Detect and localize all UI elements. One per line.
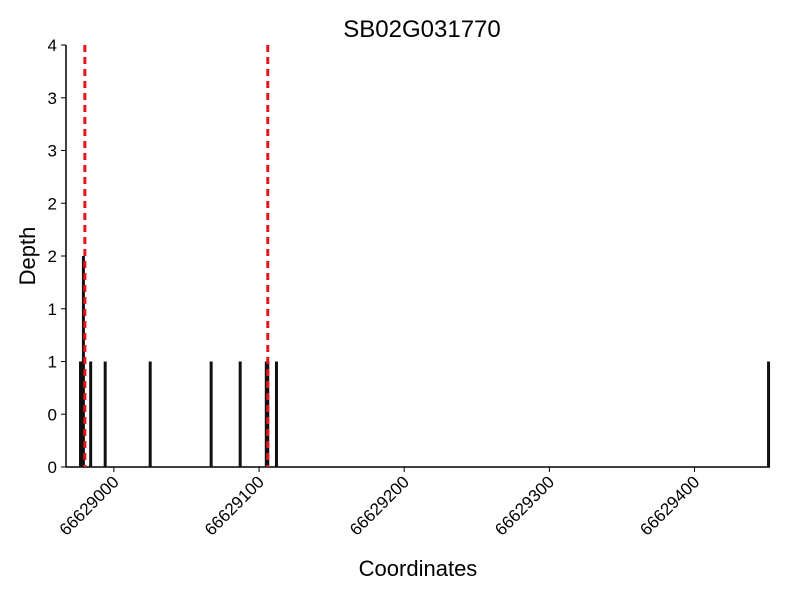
bar [103,361,107,467]
bar [209,361,213,467]
y-tick-label: 0 [48,458,57,477]
bar [89,361,93,467]
x-axis-label: Coordinates [359,556,478,581]
bar [767,361,771,467]
bar [266,361,270,467]
y-tick-label: 3 [48,142,57,161]
bar [79,361,83,467]
bar [238,361,242,467]
chart-title: SB02G031770 [343,16,500,43]
bar [274,361,278,467]
y-tick-label: 4 [48,36,57,55]
y-tick-label: 1 [48,353,57,372]
y-tick-label: 2 [48,194,57,213]
bar [148,361,152,467]
y-axis-label: Depth [15,227,40,286]
y-tick-label: 0 [48,405,57,424]
y-tick-label: 3 [48,89,57,108]
y-tick-label: 1 [48,300,57,319]
y-tick-label: 2 [48,247,57,266]
